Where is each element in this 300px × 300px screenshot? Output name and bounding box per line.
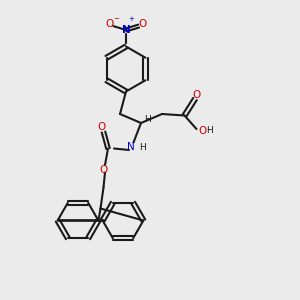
Text: +: + [128, 16, 134, 22]
Text: O: O [105, 19, 114, 29]
Text: N: N [127, 142, 134, 152]
Text: O: O [99, 165, 108, 176]
Text: O: O [198, 126, 207, 136]
Text: O: O [138, 19, 147, 29]
Text: H: H [206, 126, 213, 135]
Text: H: H [145, 116, 152, 124]
Text: O: O [98, 122, 106, 133]
Text: O: O [192, 90, 201, 100]
Text: H: H [139, 143, 146, 152]
Text: −: − [113, 16, 119, 22]
Text: N: N [122, 25, 130, 35]
